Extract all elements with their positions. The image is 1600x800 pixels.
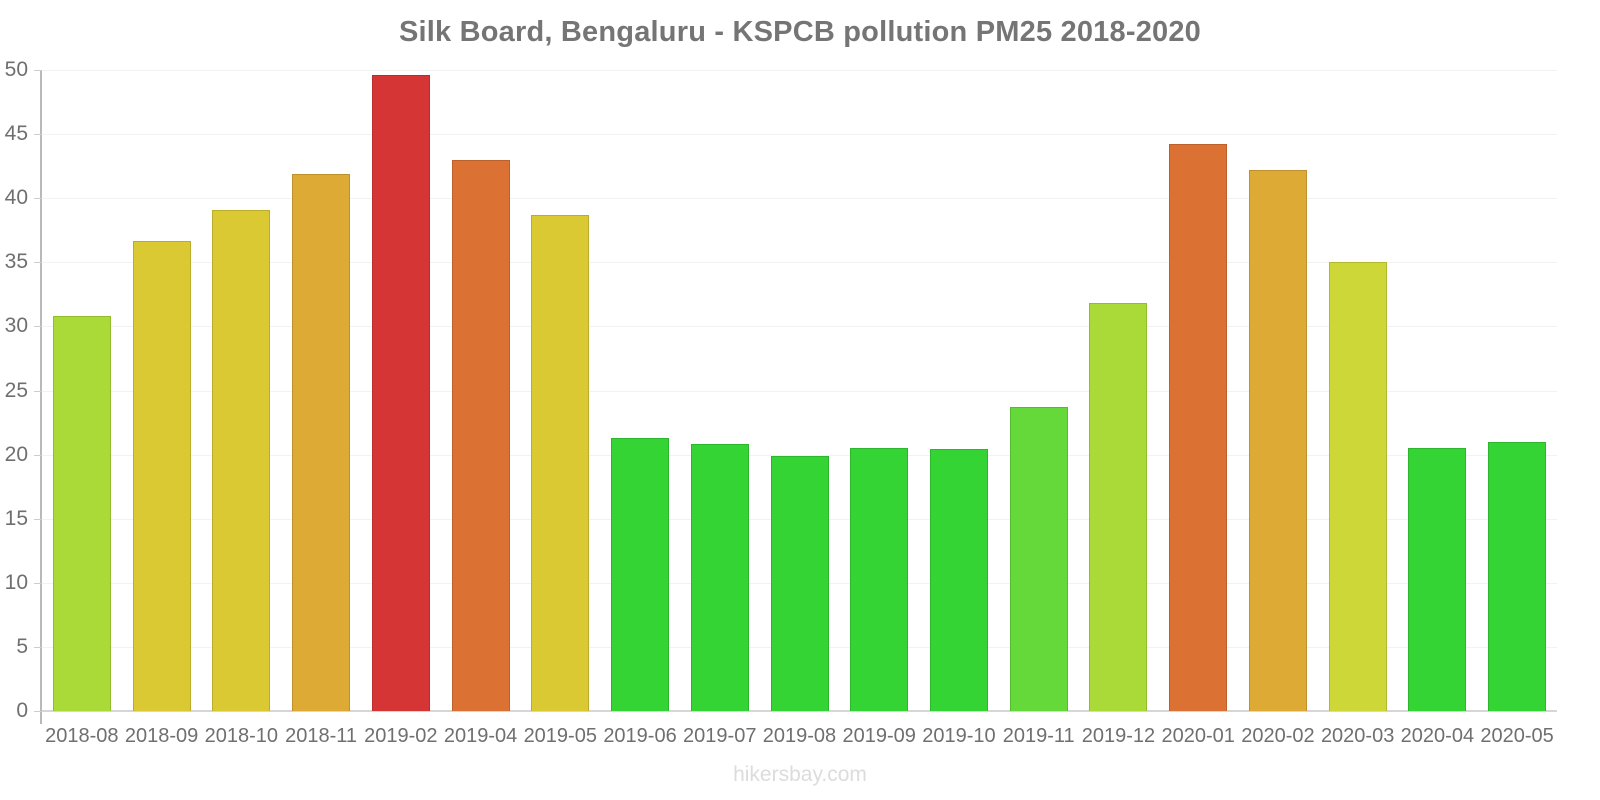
- bar-2020-05[interactable]: [1488, 441, 1547, 711]
- bar-2019-05[interactable]: [531, 214, 590, 711]
- x-axis-tick-label-2019-07: 2019-07: [683, 725, 757, 747]
- x-axis-tick-label-2019-12: 2019-12: [1081, 725, 1156, 747]
- y-axis-line: [40, 70, 42, 724]
- bar-2019-07[interactable]: [690, 444, 749, 711]
- gridline-y-35: [42, 262, 1557, 264]
- bar-2019-02[interactable]: [371, 75, 430, 711]
- x-axis-tick-label-2020-02: 2020-02: [1241, 725, 1315, 747]
- bar-2019-11[interactable]: [1009, 407, 1068, 711]
- plot-area: 2018-08 2018-09 2018-10 2018-11 2019-02 2019-…: [34, 70, 1557, 747]
- x-axis-tick-label-2018-09: 2018-09: [124, 725, 199, 747]
- y-axis-tick-label-15: 15: [4, 506, 28, 530]
- y-axis-tick: [34, 518, 42, 520]
- y-axis-tick: [34, 134, 42, 136]
- y-axis-tick-label-10: 10: [4, 570, 28, 594]
- bar-2019-12[interactable]: [1089, 303, 1148, 711]
- x-axis-tick-label-2019-11: 2019-11: [1002, 725, 1075, 747]
- bar-2018-11[interactable]: [292, 173, 351, 711]
- y-axis-tick: [34, 390, 42, 392]
- y-axis-tick: [34, 326, 42, 328]
- y-axis-tick: [34, 646, 42, 648]
- x-axis-tick-label-2020-05: 2020-05: [1480, 725, 1554, 747]
- x-axis-line: [42, 710, 1557, 712]
- y-axis-tick-label-35: 35: [4, 250, 28, 274]
- x-axis-tick-label-2018-11: 2018-11: [285, 725, 358, 747]
- y-axis-tick: [34, 198, 42, 200]
- x-axis-tick-label-2019-04: 2019-04: [443, 725, 518, 747]
- x-axis-tick-label-2019-09: 2019-09: [842, 725, 916, 747]
- y-axis-tick-label-25: 25: [4, 378, 28, 402]
- y-axis-tick-label-50: 50: [4, 58, 28, 81]
- x-axis-tick-label-2018-10: 2018-10: [204, 725, 279, 747]
- gridline-y-50: [42, 70, 1557, 71]
- gridline-y-45: [42, 134, 1557, 136]
- bar-2020-01[interactable]: [1169, 144, 1228, 711]
- bar-2020-03[interactable]: [1328, 262, 1387, 711]
- bar-2020-02[interactable]: [1248, 170, 1307, 711]
- y-axis-tick-label-20: 20: [4, 442, 28, 466]
- bar-2018-10[interactable]: [212, 209, 271, 711]
- bar-2019-09[interactable]: [850, 448, 909, 711]
- bar-2018-09[interactable]: [132, 240, 191, 711]
- x-axis-tick-label-2019-10: 2019-10: [922, 725, 996, 747]
- x-axis-tick-label-2019-02: 2019-02: [364, 725, 438, 747]
- bar-2019-06[interactable]: [611, 437, 670, 711]
- x-axis-tick-label-2019-05: 2019-05: [523, 725, 597, 747]
- x-axis-tick-label-2019-06: 2019-06: [603, 725, 677, 747]
- bar-2019-04[interactable]: [451, 159, 510, 711]
- y-axis-tick-label-5: 5: [16, 634, 28, 658]
- x-axis-tick-label-2020-01: 2020-01: [1161, 725, 1235, 747]
- y-axis-tick-label-40: 40: [4, 186, 28, 210]
- bar-2019-10[interactable]: [929, 449, 988, 711]
- y-axis-tick: [34, 582, 42, 584]
- gridline-y-30: [42, 326, 1557, 328]
- y-axis-tick-label-45: 45: [4, 122, 28, 146]
- y-axis-tick: [34, 454, 42, 456]
- y-axis-tick: [34, 711, 42, 712]
- x-axis-tick-label-2020-04: 2020-04: [1400, 725, 1475, 747]
- watermark-hikersbay: hikersbay.com: [733, 763, 867, 786]
- gridline-y-20: [42, 454, 1557, 456]
- y-axis-tick-label-0: 0: [16, 699, 28, 722]
- gridline-y-25: [42, 390, 1557, 392]
- y-axis-tick-label-30: 30: [4, 314, 28, 338]
- x-axis-tick-label-2018-08: 2018-08: [45, 725, 119, 747]
- x-axis-tick-label-2020-03: 2020-03: [1320, 725, 1395, 747]
- bar-2020-04[interactable]: [1408, 448, 1467, 711]
- chart-title: Silk Board, Bengaluru - KSPCB pollution …: [398, 16, 1202, 48]
- y-axis-tick: [34, 262, 42, 264]
- x-axis-tick-label-2019-08: 2019-08: [762, 725, 837, 747]
- gridline-y-40: [42, 198, 1557, 200]
- bar-2019-08[interactable]: [770, 455, 829, 711]
- y-axis-tick: [34, 70, 42, 71]
- bar-2018-08[interactable]: [52, 316, 111, 711]
